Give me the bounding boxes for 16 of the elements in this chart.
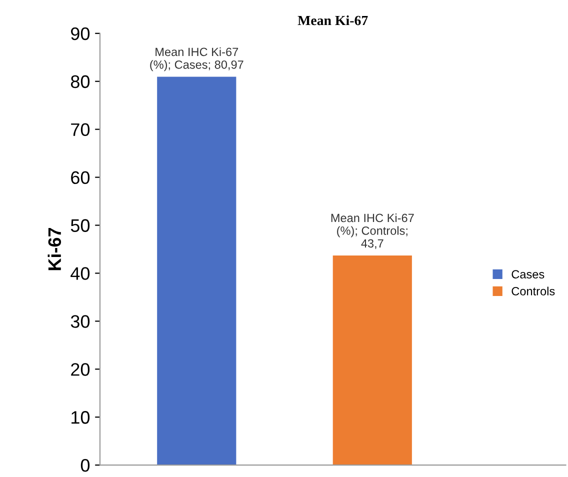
y-tick-label: 0 bbox=[80, 459, 90, 472]
y-tick-label: 40 bbox=[70, 267, 90, 280]
y-tick-label: 80 bbox=[70, 75, 90, 88]
y-tick-label: 30 bbox=[70, 315, 90, 328]
data-label: Mean IHC Ki-67 (%); Cases; 80,97 bbox=[150, 47, 244, 72]
y-tick-label: 10 bbox=[72, 411, 90, 424]
y-tick-label: 90 bbox=[71, 27, 90, 40]
legend-label: Controls bbox=[512, 286, 555, 296]
y-tick-label: 50 bbox=[70, 219, 90, 232]
chart-title: Mean Ki-67 bbox=[298, 15, 368, 26]
legend-label: Cases bbox=[512, 270, 544, 278]
y-tick-label: 20 bbox=[71, 363, 90, 376]
data-label: Mean IHC Ki-67 (%); Controls; 43,7 bbox=[331, 213, 414, 249]
y-tick-label: 60 bbox=[71, 171, 90, 184]
y-axis-title: Ki-67 bbox=[48, 228, 62, 270]
y-tick-label: 70 bbox=[71, 123, 90, 136]
